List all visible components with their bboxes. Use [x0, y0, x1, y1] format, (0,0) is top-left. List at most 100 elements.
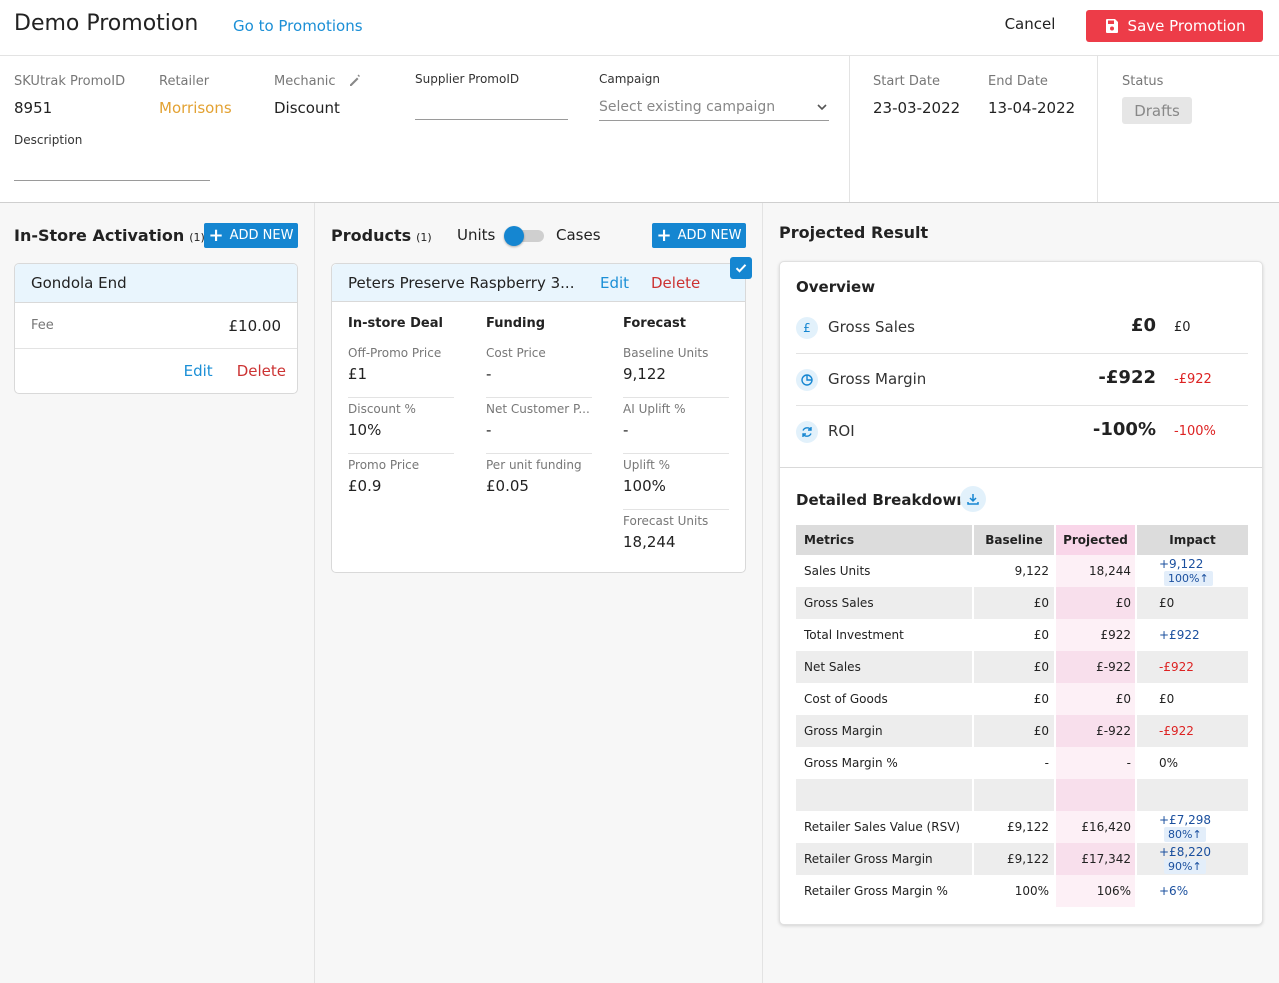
table-row: Gross Margin £0 £-922 -£922	[796, 715, 1248, 747]
campaign-select[interactable]: Select existing campaign	[599, 93, 829, 121]
promotion-info-bar: SKUtrak PromoID 8951 Retailer Morrisons …	[0, 56, 1279, 203]
header-baseline: Baseline	[972, 525, 1054, 555]
forecast-item: Forecast Units 18,244	[623, 510, 729, 566]
product-card: Peters Preserve Raspberry 3... Edit Dele…	[331, 263, 746, 573]
fee-row: Fee £10.00	[15, 303, 297, 349]
deal-item: Off-Promo Price £1	[348, 342, 454, 398]
start-date-label: Start Date	[873, 74, 940, 89]
delete-product-button[interactable]: Delete	[651, 274, 701, 292]
table-row: Sales Units 9,122 18,244 +9,122100%↑	[796, 555, 1248, 587]
toggle-knob	[504, 226, 524, 246]
overview-row-gross-margin: Gross Margin -£922 -£922	[796, 354, 1248, 406]
activation-heading: In-Store Activation (1)	[14, 226, 205, 245]
impact-pct-badge: 100%↑	[1164, 570, 1213, 586]
description-label: Description	[14, 133, 83, 147]
impact-cell: +£922	[1135, 619, 1248, 651]
status-label: Status	[1122, 74, 1164, 89]
section-divider	[780, 467, 1262, 468]
deal-item-label: Promo Price	[348, 458, 420, 472]
forecast-item-label: Forecast Units	[623, 514, 709, 528]
funding-item-value: -	[486, 421, 492, 439]
funding-item-label: Cost Price	[486, 346, 546, 360]
cancel-button[interactable]: Cancel	[990, 15, 1070, 33]
metric-cell: Cost of Goods	[804, 692, 888, 706]
baseline-cell: £9,122	[972, 811, 1054, 843]
funding-item: Net Customer P... -	[486, 398, 592, 454]
units-cases-toggle[interactable]	[504, 226, 544, 246]
table-row: Retailer Sales Value (RSV) £9,122 £16,42…	[796, 811, 1248, 843]
deal-item-label: Off-Promo Price	[348, 346, 442, 360]
impact-value: £0	[1159, 692, 1175, 706]
impact-cell	[1135, 779, 1248, 811]
forecast-item-value: 18,244	[623, 533, 676, 551]
fee-label: Fee	[31, 318, 54, 333]
impact-value: 0%	[1159, 756, 1179, 770]
impact-cell: £0	[1135, 683, 1248, 715]
baseline-cell: £0	[972, 587, 1054, 619]
supplier-promoid-input[interactable]	[415, 98, 568, 120]
forecast-item: Baseline Units 9,122	[623, 342, 729, 398]
edit-activation-button[interactable]: Edit	[183, 362, 213, 380]
deal-item: Promo Price £0.9	[348, 454, 454, 510]
activation-title: In-Store Activation	[14, 226, 185, 245]
end-date-value: 13-04-2022	[988, 99, 1076, 117]
floppy-disk-icon	[1105, 19, 1118, 33]
activation-count: (1)	[189, 231, 205, 244]
pencil-icon[interactable]	[348, 74, 362, 88]
overview-title: Overview	[796, 278, 876, 296]
impact-value: +£7,298	[1159, 812, 1212, 827]
table-row: Cost of Goods £0 £0 £0	[796, 683, 1248, 715]
projected-cell: £922	[1054, 619, 1135, 651]
impact-pct-badge: 90%↑	[1164, 858, 1206, 874]
go-to-promotions-link[interactable]: Go to Promotions	[233, 17, 363, 35]
download-icon[interactable]	[960, 486, 986, 512]
instore-deal-title: In-store Deal	[348, 316, 443, 331]
projected-cell: £0	[1054, 683, 1135, 715]
funding-column: Funding Cost Price - Net Customer P... - P…	[486, 316, 592, 510]
save-promotion-label: Save Promotion	[1127, 17, 1246, 35]
overview-delta: -£922	[1174, 372, 1212, 387]
impact-cell: -£922	[1135, 651, 1248, 683]
save-promotion-button[interactable]: Save Promotion	[1086, 10, 1263, 42]
header-metrics: Metrics	[796, 525, 972, 555]
product-select-checkbox[interactable]	[730, 257, 752, 279]
metric-cell: Net Sales	[796, 651, 972, 683]
end-date-label: End Date	[988, 74, 1048, 89]
projected-cell: £-922	[1054, 651, 1135, 683]
projected-cell: £-922	[1054, 715, 1135, 747]
mechanic-label: Mechanic	[274, 74, 336, 89]
table-row: Total Investment £0 £922 +£922	[796, 619, 1248, 651]
add-product-label: ADD NEW	[677, 228, 742, 243]
products-count: (1)	[416, 231, 432, 244]
info-divider	[849, 56, 850, 202]
add-product-button[interactable]: + ADD NEW	[652, 223, 746, 248]
description-input[interactable]	[14, 159, 210, 181]
impact-value: +£8,220	[1159, 844, 1212, 859]
units-label: Units	[457, 226, 496, 244]
impact-value: £0	[1159, 596, 1175, 610]
overview-value: £0	[1130, 315, 1156, 336]
table-header-row: Metrics Baseline Projected Impact	[796, 525, 1248, 555]
funding-title: Funding	[486, 316, 546, 331]
header-projected: Projected	[1054, 525, 1135, 555]
page-title: Demo Promotion	[14, 11, 199, 36]
edit-product-button[interactable]: Edit	[600, 274, 630, 292]
delete-activation-button[interactable]: Delete	[236, 362, 286, 380]
funding-item-label: Per unit funding	[486, 458, 582, 472]
promo-id-value: 8951	[14, 99, 53, 117]
metric-cell: Sales Units	[804, 564, 871, 578]
forecast-item-label: Uplift %	[623, 458, 671, 472]
overview-value: -£922	[1098, 367, 1156, 388]
product-name: Peters Preserve Raspberry 3...	[348, 274, 575, 292]
baseline-cell: £0	[972, 683, 1054, 715]
forecast-column: Forecast Baseline Units 9,122 AI Uplift %…	[623, 316, 729, 566]
projected-result-title: Projected Result	[779, 223, 929, 242]
deal-item-value: £1	[348, 365, 368, 383]
overview-row-roi: ROI -100% -100%	[796, 406, 1248, 458]
campaign-label: Campaign	[599, 72, 660, 86]
overview-value: -100%	[1092, 419, 1156, 440]
overview-row-gross-sales: £ Gross Sales £0 £0	[796, 302, 1248, 354]
metric-cell: Gross Margin	[796, 715, 972, 747]
add-activation-label: ADD NEW	[229, 228, 294, 243]
add-activation-button[interactable]: + ADD NEW	[204, 223, 298, 248]
